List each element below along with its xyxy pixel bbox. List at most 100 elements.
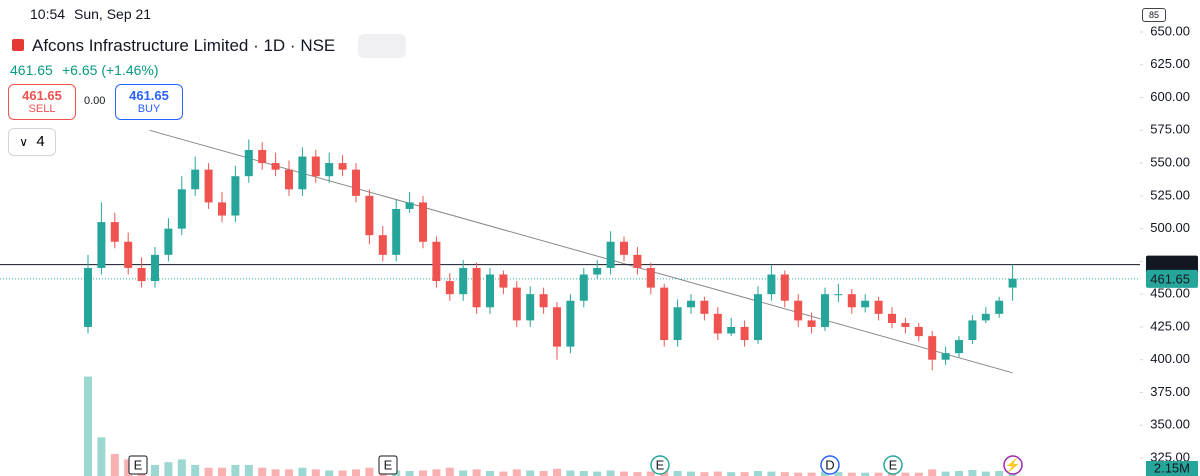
symbol-title[interactable]: Afcons Infrastructure Limited · 1D · NSE	[32, 36, 336, 55]
indicators-toggle[interactable]: ∨ 4	[8, 128, 56, 156]
candle-body	[432, 241, 441, 282]
volume-bar	[553, 468, 561, 476]
event-marker[interactable]: E	[883, 455, 903, 475]
volume-bar	[727, 472, 736, 476]
buy-button[interactable]: 461.65 BUY	[115, 84, 183, 120]
volume-bar	[445, 467, 454, 476]
candle-body	[901, 323, 910, 327]
candle-body	[593, 267, 602, 275]
volume-bar	[218, 467, 226, 476]
y-tick-label: 650.00	[1150, 23, 1190, 38]
volume-bar	[472, 469, 481, 476]
y-tick-label: 625.00	[1150, 56, 1190, 71]
volume-bar	[633, 472, 642, 476]
candle-body	[660, 287, 669, 341]
price-tag-label: 461.65	[1150, 271, 1190, 286]
candle-body	[673, 307, 682, 341]
candle-body	[486, 274, 494, 308]
volume-bar	[754, 471, 762, 476]
event-badge	[820, 455, 840, 475]
event-label: E	[656, 457, 665, 472]
volume-bar	[258, 467, 267, 476]
volume-bar	[526, 470, 535, 476]
volume-bar	[794, 472, 803, 476]
sell-label: SELL	[28, 103, 56, 115]
y-tick-label: 325.00	[1150, 449, 1190, 464]
candle-body	[459, 267, 468, 295]
volume-bar	[861, 472, 870, 476]
candle-body	[512, 287, 521, 321]
candle-body	[579, 274, 588, 301]
event-badge	[650, 455, 670, 475]
candle-body	[606, 241, 615, 268]
event-badge	[128, 455, 148, 475]
sell-price: 461.65	[22, 88, 62, 103]
toolbar-toggle[interactable]	[358, 34, 406, 58]
volume-bar	[579, 471, 588, 476]
candle-body	[472, 267, 481, 308]
candle-body	[539, 294, 548, 308]
volume-bar	[177, 459, 186, 476]
volume-bar	[767, 471, 776, 476]
candle-body	[740, 326, 749, 341]
volume-bar	[646, 471, 655, 476]
buy-label: BUY	[137, 103, 161, 115]
volume-bar	[740, 472, 749, 476]
candle-body	[874, 300, 883, 314]
volume-bar	[486, 471, 494, 476]
volume-bar	[593, 471, 602, 476]
candle-body	[981, 313, 990, 321]
volume-bar	[499, 471, 508, 476]
volume-bar	[941, 471, 950, 476]
candle-body	[84, 267, 92, 327]
sell-button[interactable]: 461.65 SELL	[8, 84, 76, 120]
volume-bar	[539, 471, 548, 476]
volume-bar	[847, 472, 856, 476]
candle-body	[137, 267, 146, 282]
candle-body	[405, 202, 414, 209]
event-badge	[378, 455, 398, 475]
event-label: E	[889, 457, 898, 472]
price-tag	[1146, 269, 1198, 288]
volume-bar	[244, 464, 253, 476]
volume-bar	[901, 472, 910, 476]
candle-body	[231, 176, 240, 216]
volume-bar	[606, 470, 615, 476]
candle-body	[378, 235, 387, 255]
candle-body	[445, 281, 454, 295]
y-tick-label: 425.00	[1150, 318, 1190, 333]
volume-bar	[298, 467, 307, 476]
volume-bar	[928, 469, 937, 476]
candle-body	[204, 169, 213, 203]
volume-bar	[365, 467, 374, 476]
candle-body	[646, 267, 655, 288]
candle-body	[995, 300, 1004, 314]
candle-body	[700, 300, 709, 314]
candle-body	[687, 300, 695, 308]
event-badge	[1003, 455, 1023, 475]
event-marker[interactable]: E	[650, 455, 670, 475]
y-tick-label: 400.00	[1150, 351, 1190, 366]
candle-body	[834, 294, 843, 296]
event-marker[interactable]: E	[378, 455, 398, 475]
volume-bar	[271, 469, 280, 476]
candle-body	[847, 294, 856, 308]
volume-bar	[807, 472, 816, 476]
candle-body	[754, 294, 762, 341]
event-marker[interactable]: D	[820, 455, 840, 475]
candle-body	[419, 202, 427, 242]
event-marker[interactable]: ⚡	[1003, 455, 1023, 475]
volume-bar	[874, 472, 883, 476]
candle-body	[553, 307, 561, 347]
candle-body	[499, 274, 508, 288]
candle-body	[821, 294, 829, 327]
event-marker[interactable]: E	[128, 455, 148, 475]
volume-bar	[110, 453, 119, 476]
candle-body	[566, 300, 575, 347]
candle-body	[258, 149, 267, 164]
volume-bar	[687, 471, 695, 476]
volume-bar	[405, 471, 414, 476]
y-tick-label: 375.00	[1150, 384, 1190, 399]
candle-body	[285, 169, 293, 190]
price-axis	[1140, 0, 1200, 476]
